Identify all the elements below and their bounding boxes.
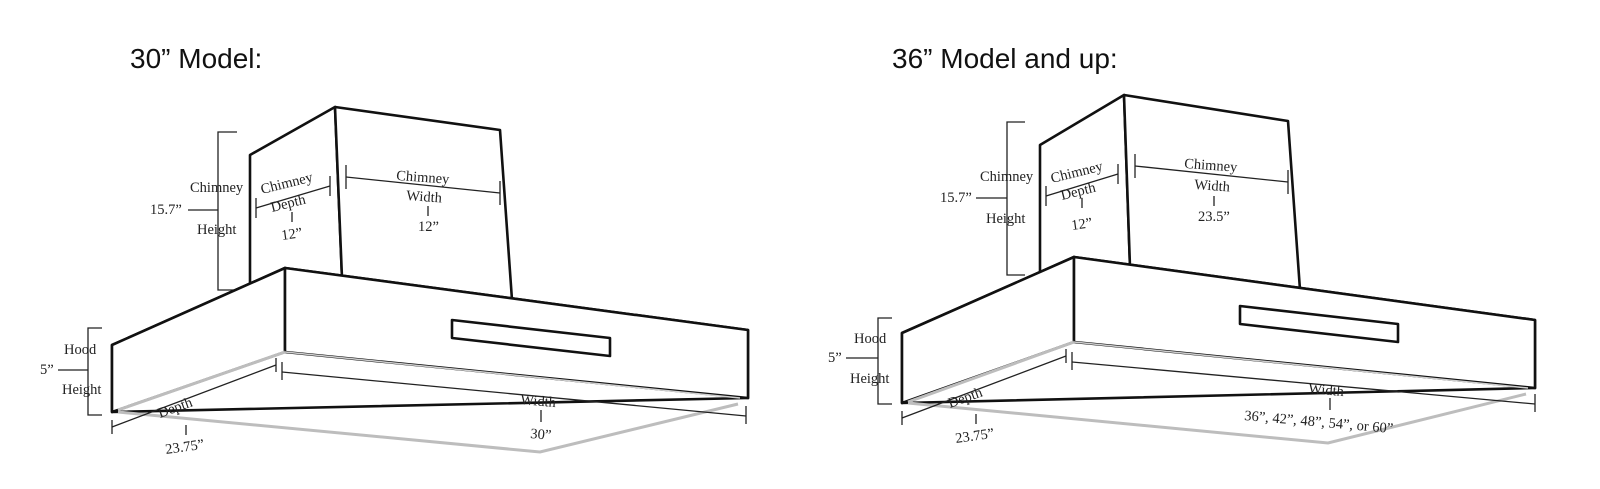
depth-value: 23.75”	[164, 437, 205, 458]
chimney-height-value: 15.7”	[150, 202, 182, 218]
hood-height-label-1: Hood	[854, 331, 887, 347]
chimney-height-bracket	[217, 131, 237, 291]
control-panel[interactable]	[1238, 304, 1400, 344]
chimney-depth-dimension-line	[255, 185, 331, 209]
chimney-width-label-2: Width	[1194, 177, 1231, 196]
chimney-height-label-2: Height	[197, 222, 236, 238]
underside-outline	[907, 392, 1527, 445]
hood-height-value: 5”	[828, 350, 842, 366]
depth-dimension-line	[111, 364, 277, 428]
chimney-height-label-1: Chimney	[980, 169, 1034, 185]
underside-edge-back	[284, 351, 741, 399]
chimney-width-label-2: Width	[406, 188, 443, 207]
chimney-height-label-2: Height	[986, 211, 1025, 227]
model-30-title: 30” Model:	[130, 43, 262, 74]
underside-outline	[117, 402, 739, 454]
depth-dimension-line	[901, 355, 1067, 419]
hood-height-value: 5”	[40, 362, 54, 378]
control-panel[interactable]	[450, 318, 612, 358]
chimney-width-value: 23.5”	[1198, 209, 1230, 225]
underside-edge-left	[907, 340, 1075, 404]
chimney-height-label-1: Chimney	[190, 180, 244, 196]
width-value: 30”	[530, 426, 552, 444]
hood-height-label-2: Height	[62, 382, 101, 398]
width-label: Width	[520, 392, 558, 411]
underside-edge-back	[1073, 341, 1529, 389]
chimney-width-label-1: Chimney	[1184, 156, 1239, 176]
hood-height-bracket	[877, 317, 892, 405]
width-dimension-line	[1071, 361, 1536, 405]
chimney-height-bracket	[1006, 121, 1025, 276]
chimney-height-value: 15.7”	[940, 190, 972, 206]
hood-height-label-2: Height	[850, 371, 889, 387]
hood-height-bracket	[87, 327, 102, 416]
chimney-depth-value: 12”	[1070, 215, 1093, 234]
width-dimension-line	[281, 371, 747, 417]
model-30-diagram: 30” Model:	[40, 43, 750, 458]
model-36-diagram: 36” Model and up:	[828, 43, 1537, 447]
underside-edge-left	[117, 350, 286, 412]
chimney-width-label-1: Chimney	[396, 168, 451, 188]
hood-height-label-1: Hood	[64, 342, 97, 358]
chimney-width-dimension-line	[1134, 165, 1289, 183]
depth-value: 23.75”	[954, 426, 995, 447]
width-label: Width	[1308, 381, 1346, 400]
model-36-title: 36” Model and up:	[892, 43, 1118, 74]
chimney-width-value: 12”	[418, 219, 439, 235]
chimney-width-dimension-line	[345, 176, 501, 194]
chimney-depth-value: 12”	[280, 225, 303, 244]
width-value: 36”, 42”, 48”, 54”, or 60”	[1244, 408, 1394, 437]
chimney-depth-dimension-line	[1045, 173, 1119, 197]
